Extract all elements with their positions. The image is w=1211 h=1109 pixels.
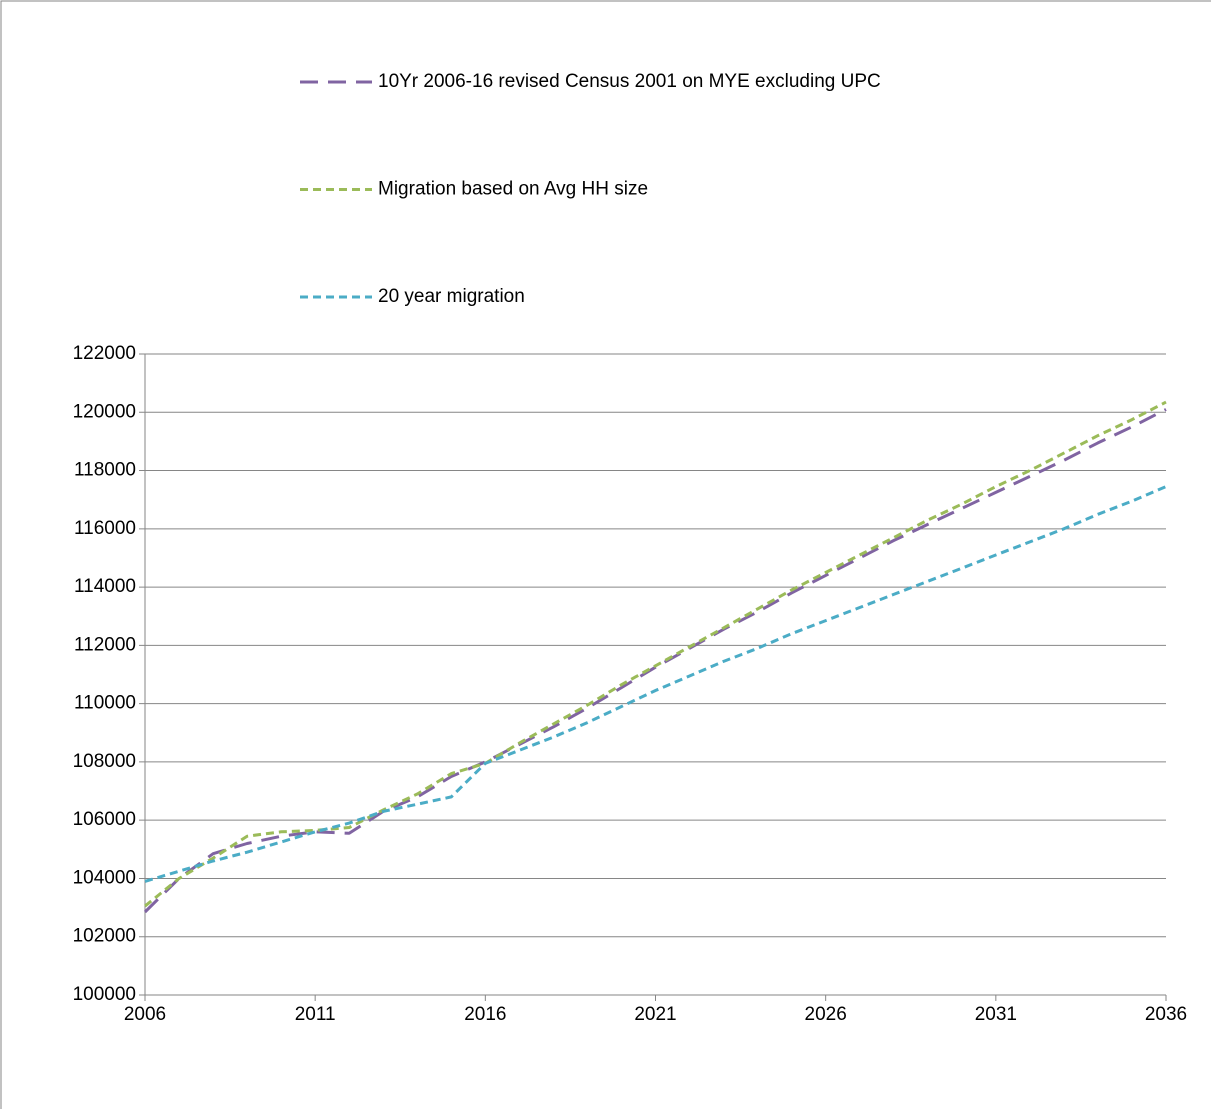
legend-label: 10Yr 2006-16 revised Census 2001 on MYE … <box>378 71 881 92</box>
series-line <box>144 400 1167 908</box>
x-tick-label: 2021 <box>634 1004 676 1025</box>
y-tick-label: 102000 <box>73 926 136 947</box>
x-tick-label: 2026 <box>805 1004 847 1025</box>
y-tick-label: 122000 <box>73 343 136 364</box>
y-tick-label: 100000 <box>73 984 136 1005</box>
y-tick-label: 114000 <box>74 576 136 597</box>
y-tick-label: 120000 <box>73 401 136 422</box>
y-tick-label: 106000 <box>73 809 136 830</box>
x-tick-label: 2006 <box>124 1004 166 1025</box>
y-tick-label: 118000 <box>74 460 136 481</box>
y-tick-label: 112000 <box>74 634 136 655</box>
x-tick-label: 2016 <box>464 1004 506 1025</box>
y-tick-label: 104000 <box>73 867 136 888</box>
series-line <box>144 485 1167 883</box>
x-tick-label: 2011 <box>295 1004 336 1025</box>
x-tick-label: 2036 <box>1145 1004 1187 1025</box>
legend-label: 20 year migration <box>378 286 525 307</box>
y-tick-label: 116000 <box>74 518 136 539</box>
legend-label: Migration based on Avg HH size <box>378 179 648 200</box>
x-tick-label: 2031 <box>975 1004 1017 1025</box>
y-tick-label: 110000 <box>74 693 136 714</box>
y-tick-label: 108000 <box>73 751 136 772</box>
